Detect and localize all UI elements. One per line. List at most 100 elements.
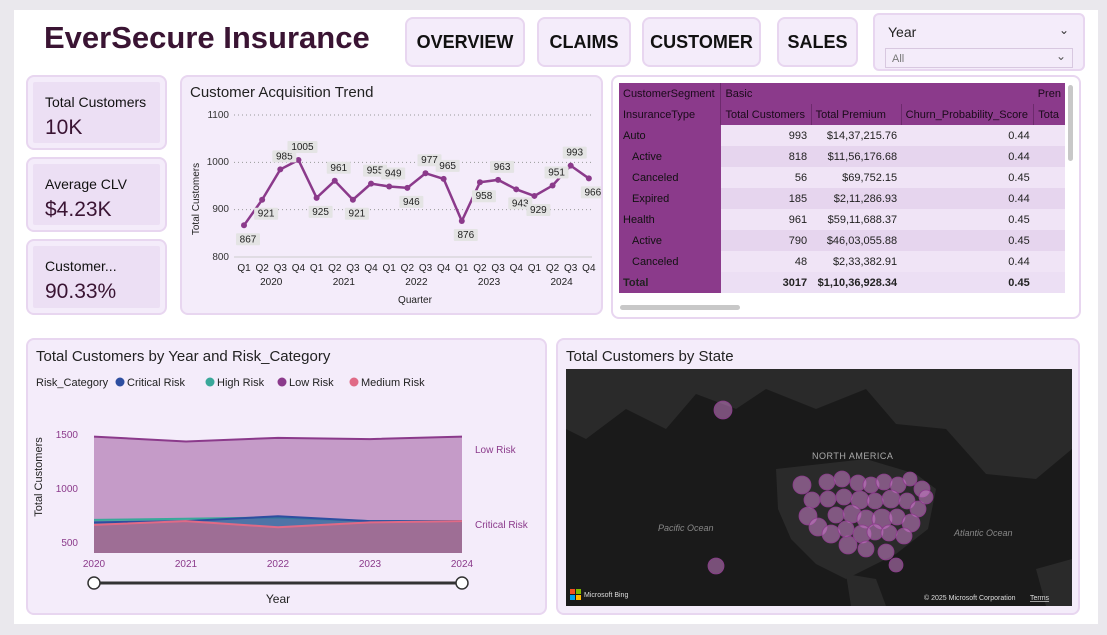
- slider-handle-start[interactable]: [87, 576, 101, 590]
- x-tick-year: 2023: [478, 277, 501, 288]
- x-tick-label: Q4: [437, 263, 451, 274]
- state-bubble[interactable]: [866, 523, 884, 541]
- data-point[interactable]: [585, 175, 592, 182]
- state-bubble[interactable]: [818, 473, 836, 491]
- state-bubble[interactable]: [837, 520, 855, 538]
- kpi-value: 10K: [45, 116, 83, 139]
- data-point[interactable]: [386, 183, 393, 190]
- state-bubble[interactable]: [880, 524, 898, 542]
- state-bubble[interactable]: [833, 470, 851, 488]
- legend-item[interactable]: High Risk: [217, 377, 265, 389]
- data-point[interactable]: [513, 186, 520, 193]
- state-bubble[interactable]: [866, 492, 884, 510]
- state-bubble[interactable]: [819, 490, 837, 508]
- state-bubble[interactable]: [918, 489, 934, 505]
- state-bubble[interactable]: [875, 473, 893, 491]
- state-bubble[interactable]: [713, 400, 733, 420]
- x-tick-label: Q4: [364, 263, 378, 274]
- x-tick-label: 2023: [359, 559, 382, 570]
- matrix-vertical-scrollbar[interactable]: [1068, 85, 1073, 161]
- data-label-bg: [381, 167, 406, 180]
- legend-marker[interactable]: [205, 377, 215, 387]
- matrix-row[interactable]: Active 790 $46,03,055.88 0.45: [619, 230, 1065, 251]
- data-point[interactable]: [567, 162, 574, 169]
- data-label: 993: [566, 148, 583, 159]
- slicer-collapse-icon[interactable]: ⌄: [1058, 23, 1069, 37]
- series-line[interactable]: [93, 435, 463, 443]
- y-tick-label: 900: [212, 204, 229, 215]
- kpi-card-total-customers: Total Customers 10K: [26, 75, 167, 150]
- matrix-header-cell[interactable]: Tota: [1038, 108, 1060, 121]
- data-point[interactable]: [241, 222, 247, 229]
- matrix-row[interactable]: Health 961 $59,11,688.37 0.45: [619, 209, 1065, 230]
- data-point[interactable]: [349, 196, 356, 203]
- series-line[interactable]: [93, 520, 463, 529]
- data-point[interactable]: [440, 175, 447, 182]
- state-bubble[interactable]: [827, 506, 845, 524]
- matrix-header-cell[interactable]: Basic: [725, 87, 753, 100]
- matrix-header-cell[interactable]: Pren: [1037, 87, 1061, 100]
- x-tick-label: Q1: [383, 263, 397, 274]
- slicer-dropdown[interactable]: All ⌄: [885, 48, 1073, 68]
- state-bubble[interactable]: [857, 540, 875, 558]
- map-terms-link[interactable]: Terms: [1030, 595, 1050, 602]
- state-bubble[interactable]: [902, 471, 918, 487]
- matrix-header-cell[interactable]: Total Premium: [811, 104, 902, 125]
- data-point[interactable]: [531, 192, 538, 199]
- state-bubble[interactable]: [888, 557, 904, 573]
- matrix-row[interactable]: Canceled 56 $69,752.15 0.45: [619, 167, 1065, 188]
- cell-churn-score: 0.44: [1008, 255, 1030, 268]
- data-point[interactable]: [313, 194, 320, 201]
- state-bubble[interactable]: [707, 557, 725, 575]
- matrix-row[interactable]: Auto 993 $14,37,215.76 0.44: [619, 125, 1065, 146]
- map-label-atlantic: Atlantic Ocean: [953, 528, 1013, 538]
- slider-handle-end[interactable]: [455, 576, 469, 590]
- bing-logo-icon: [576, 595, 581, 600]
- legend-marker[interactable]: [115, 377, 125, 387]
- data-point[interactable]: [404, 184, 411, 191]
- matrix-row[interactable]: Active 818 $11,56,176.68 0.44: [619, 146, 1065, 167]
- legend-item[interactable]: Medium Risk: [361, 377, 425, 389]
- matrix-header-cell[interactable]: InsuranceType: [619, 104, 722, 125]
- data-point[interactable]: [331, 177, 338, 184]
- state-bubble[interactable]: [835, 488, 853, 506]
- matrix-row[interactable]: Canceled 48 $2,33,382.91 0.44: [619, 251, 1065, 272]
- matrix-header-cell[interactable]: Churn_Probability_Score: [901, 104, 1035, 125]
- data-point[interactable]: [422, 170, 429, 177]
- state-bubble[interactable]: [895, 527, 913, 545]
- matrix-horizontal-scrollbar[interactable]: [620, 305, 740, 310]
- data-point[interactable]: [368, 180, 375, 187]
- nav-claims-button[interactable]: CLAIMS: [537, 17, 631, 67]
- nav-overview-button[interactable]: OVERVIEW: [405, 17, 525, 67]
- data-point[interactable]: [549, 182, 556, 189]
- legend-marker[interactable]: [277, 377, 287, 387]
- state-bubble[interactable]: [821, 524, 841, 544]
- kpi-label: Total Customers: [45, 94, 147, 110]
- legend-item[interactable]: Critical Risk: [127, 377, 186, 389]
- legend-item[interactable]: Low Risk: [289, 377, 334, 389]
- map-canvas[interactable]: NORTH AMERICA Pacific Ocean Atlantic Oce…: [566, 369, 1072, 606]
- data-point[interactable]: [295, 156, 302, 163]
- matrix-header-cell[interactable]: CustomerSegment: [619, 83, 722, 104]
- data-point[interactable]: [458, 218, 465, 225]
- cell-total-premium: $14,37,215.76: [826, 129, 898, 142]
- legend-marker[interactable]: [349, 377, 359, 387]
- state-bubble[interactable]: [877, 543, 895, 561]
- y-tick-label: 500: [61, 538, 78, 549]
- data-label-bg: [471, 190, 496, 203]
- matrix-header-cell[interactable]: Total Customers: [720, 104, 812, 125]
- nav-customer-button[interactable]: CUSTOMER: [642, 17, 761, 67]
- matrix-row[interactable]: Expired 185 $2,11,286.93 0.44: [619, 188, 1065, 209]
- state-bubble[interactable]: [803, 491, 821, 509]
- nav-sales-button[interactable]: SALES: [777, 17, 858, 67]
- state-bubble[interactable]: [792, 475, 812, 495]
- state-bubble[interactable]: [881, 489, 901, 509]
- data-point[interactable]: [277, 166, 284, 173]
- year-slicer[interactable]: Year ⌄ All ⌄: [873, 13, 1085, 71]
- data-point[interactable]: [259, 196, 266, 203]
- data-label: 946: [403, 197, 420, 208]
- data-point[interactable]: [476, 179, 483, 186]
- bing-logo-icon: [570, 595, 575, 600]
- data-point[interactable]: [495, 176, 502, 183]
- y-tick-label: 1100: [207, 110, 229, 121]
